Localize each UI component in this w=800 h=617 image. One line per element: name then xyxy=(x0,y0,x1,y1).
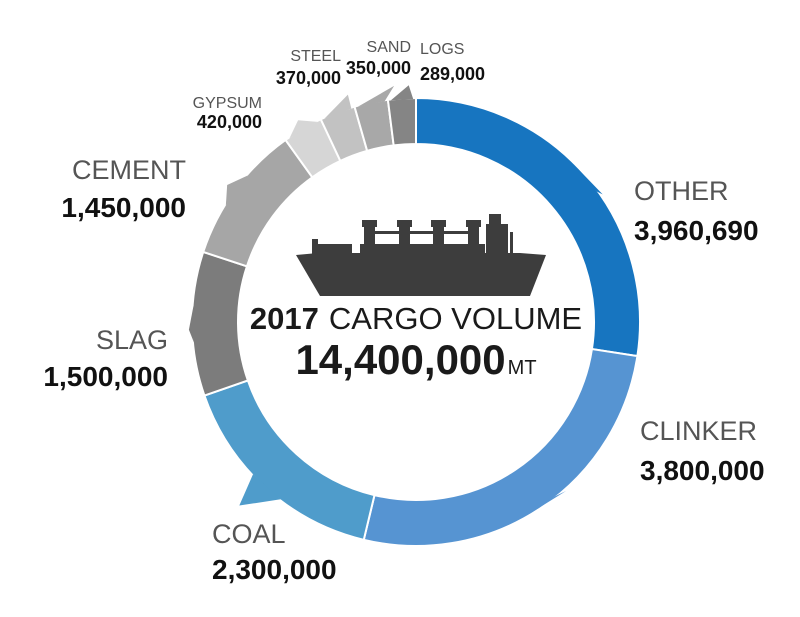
slice-coal xyxy=(203,379,376,542)
total-unit: MT xyxy=(508,357,537,379)
label-value-gypsum: 420,000 xyxy=(197,112,262,132)
pointer-other xyxy=(572,163,603,195)
slice-cement xyxy=(201,138,314,268)
donut-slices xyxy=(191,96,641,547)
pointer-clinker xyxy=(524,491,567,517)
label-value-slag: 1,500,000 xyxy=(43,361,168,392)
label-name-logs: LOGS xyxy=(420,41,464,58)
label-name-slag: SLAG xyxy=(96,325,168,355)
label-name-clinker: CLINKER xyxy=(640,416,757,446)
title-year: 2017 xyxy=(250,301,319,336)
label-value-steel: 370,000 xyxy=(276,68,341,88)
pointer-sand xyxy=(358,85,395,107)
label-value-coal: 2,300,000 xyxy=(212,554,337,585)
label-value-sand: 350,000 xyxy=(346,58,411,78)
label-value-logs: 289,000 xyxy=(420,64,485,84)
label-name-cement: CEMENT xyxy=(72,155,186,185)
center-total: 14,400,000 MT xyxy=(295,336,536,383)
slice-logs xyxy=(386,96,417,147)
label-name-sand: SAND xyxy=(367,39,411,56)
title-rest: CARGO VOLUME xyxy=(329,301,582,336)
center-title: 2017 CARGO VOLUME xyxy=(250,301,582,336)
slice-labels: OTHER 3,960,690 CLINKER 3,800,000 COAL 2,300,… xyxy=(43,39,764,585)
pointer-steel xyxy=(324,94,352,119)
label-value-clinker: 3,800,000 xyxy=(640,455,765,486)
pointer-gypsum xyxy=(289,120,318,139)
label-name-coal: COAL xyxy=(212,519,286,549)
slice-slag xyxy=(191,250,250,397)
label-name-gypsum: GYPSUM xyxy=(193,95,262,112)
label-value-other: 3,960,690 xyxy=(634,215,759,246)
pointer-logs xyxy=(390,85,414,101)
total-value: 14,400,000 xyxy=(295,336,505,383)
pointer-cement xyxy=(225,175,248,206)
pointer-coal xyxy=(239,474,281,506)
slice-pointers xyxy=(188,85,603,517)
label-value-cement: 1,450,000 xyxy=(61,192,186,223)
label-name-other: OTHER xyxy=(634,176,729,206)
label-name-steel: STEEL xyxy=(290,48,341,65)
pointer-slag xyxy=(188,305,194,343)
cargo-ship-icon xyxy=(296,214,546,296)
